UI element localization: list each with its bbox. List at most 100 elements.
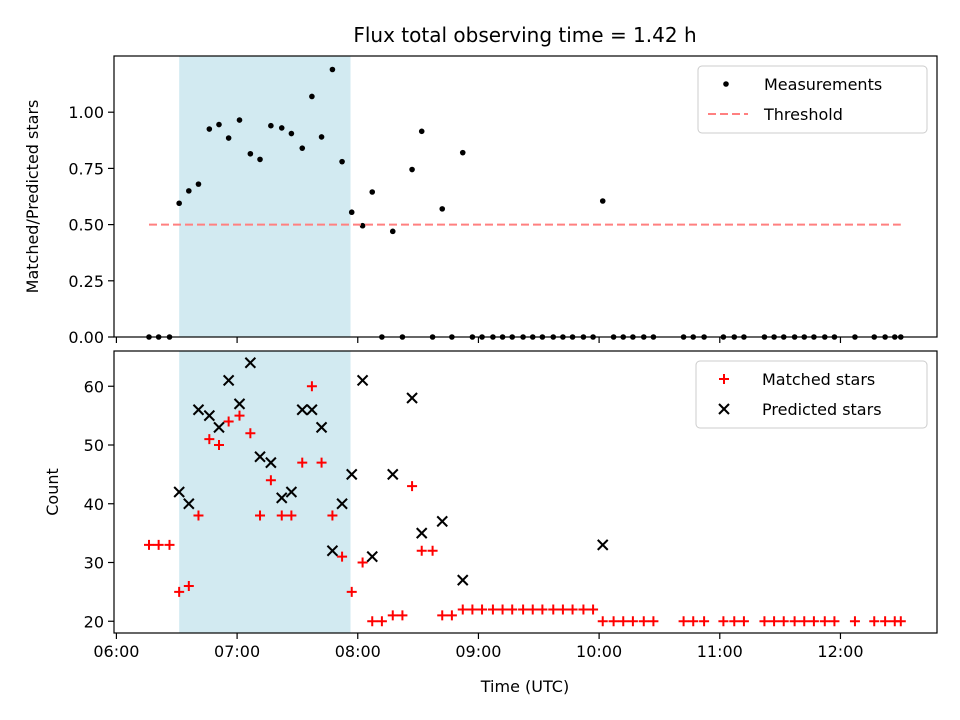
matched-stars-point (427, 545, 438, 556)
matched-stars-point (276, 510, 287, 521)
predicted-stars-point (203, 409, 216, 422)
matched-stars-point (518, 604, 529, 615)
matched-stars-point (557, 604, 568, 615)
x-marker-b (306, 404, 318, 416)
matched-stars-point (286, 510, 297, 521)
legend-label-matched-stars: Matched stars (762, 370, 875, 389)
x-marker-b (356, 374, 369, 387)
measurements-point (268, 122, 274, 129)
predicted-stars-point (366, 550, 378, 563)
matched-stars-point (597, 616, 608, 627)
matched-stars-point (297, 457, 308, 468)
measurements-point (409, 166, 415, 173)
y-tick-label: 40 (84, 495, 104, 514)
y-tick-label: 30 (84, 554, 104, 573)
matched-stars-point (548, 604, 559, 615)
x-marker-b (183, 498, 195, 510)
matched-stars-point (618, 616, 629, 627)
measurements-point (369, 189, 376, 195)
matched-stars-point (316, 457, 327, 468)
x-marker-b (244, 357, 257, 369)
matched-stars-point (357, 557, 368, 568)
matched-stars-point (507, 604, 518, 615)
legend: Matched stars Predicted stars (695, 360, 928, 429)
matched-stars-point (174, 586, 185, 597)
matched-stars-point (255, 510, 266, 521)
axes-frame (113, 350, 938, 634)
matched-stars-point (467, 604, 478, 615)
matched-stars-point (808, 616, 819, 627)
observing-time-span (179, 351, 351, 633)
y-tick-label: 0.25 (68, 272, 104, 291)
x-marker-b (285, 486, 298, 498)
x-marker-b (315, 421, 328, 434)
matched-stars-point (337, 551, 348, 562)
predicted-stars-point (276, 492, 288, 504)
top-panel-ratio: 0.00 0.25 0.50 0.75 1.00 Matched/Predicted st… (23, 55, 938, 347)
measurements-point (176, 200, 182, 207)
x-marker-b (326, 545, 339, 557)
x-marker-b (718, 403, 730, 415)
measurements-point (225, 135, 232, 141)
x-marker-b (173, 486, 185, 498)
chart-title: Flux total observing time = 1.42 h (353, 23, 696, 47)
x-marker-b (192, 404, 205, 416)
predicted-stars-point (416, 527, 428, 539)
measurements-point (288, 130, 295, 137)
predicted-stars-point (285, 486, 298, 498)
matched-stars-point (223, 416, 234, 427)
matched-stars-point (849, 616, 860, 627)
matched-stars-point (895, 616, 906, 627)
measurements-point (186, 188, 192, 194)
x-tick-label: 10:00 (576, 642, 622, 661)
matched-stars-point (437, 610, 448, 621)
x-marker-b (296, 404, 308, 416)
y-axis-label: Matched/Predicted stars (23, 100, 42, 294)
observing-time-span (179, 56, 351, 337)
matched-stars-point (819, 616, 830, 627)
x-tick-label: 06:00 (93, 642, 139, 661)
matched-stars-point (638, 616, 649, 627)
predicted-stars-point (306, 404, 318, 416)
legend: Measurements Threshold (697, 65, 928, 134)
x-tick-label: 09:00 (455, 642, 501, 661)
y-tick-label: 0.00 (68, 328, 104, 347)
predicted-stars-point (356, 374, 369, 387)
x-tick-label: 07:00 (214, 642, 260, 661)
y-tick-label: 1.00 (68, 103, 104, 122)
matched-stars-point (234, 410, 245, 421)
x-marker-b (203, 409, 216, 422)
predicted-stars-point (254, 451, 266, 463)
x-marker-b (336, 498, 348, 510)
measurements-point (599, 198, 606, 204)
x-axis-label: Time (UTC) (480, 677, 569, 696)
legend-marker-predicted-stars (718, 403, 730, 415)
measurements-point (439, 206, 446, 212)
predicted-stars-point (346, 468, 358, 481)
legend-label-predicted-stars: Predicted stars (762, 400, 882, 419)
measurements-point (278, 125, 285, 131)
matched-stars-point (204, 434, 215, 445)
matched-stars-point (446, 610, 457, 621)
measurements-point (236, 117, 243, 123)
predicted-stars-point (387, 468, 399, 481)
predicted-stars-point (406, 392, 418, 404)
x-marker-b (416, 527, 428, 539)
matched-stars-point (648, 616, 659, 627)
y-tick-label: 0.75 (68, 159, 104, 178)
matched-stars-point (729, 616, 740, 627)
matched-stars-point (688, 616, 699, 627)
matched-stars-point (588, 604, 599, 615)
matched-stars-point (567, 604, 578, 615)
measurements-point (247, 150, 254, 157)
legend-box (695, 360, 928, 429)
matched-stars-point (183, 581, 194, 591)
x-marker-b (457, 574, 469, 586)
bottom-panel-counts: 20 30 40 50 60 06:00 07:00 08:00 09:00 10:00 11:00… (43, 350, 938, 661)
matched-stars-point (487, 604, 498, 615)
matched-stars-point (829, 616, 840, 627)
measurements-point (318, 134, 325, 140)
y-axis-label: Count (43, 468, 62, 516)
axes-frame (113, 55, 938, 338)
